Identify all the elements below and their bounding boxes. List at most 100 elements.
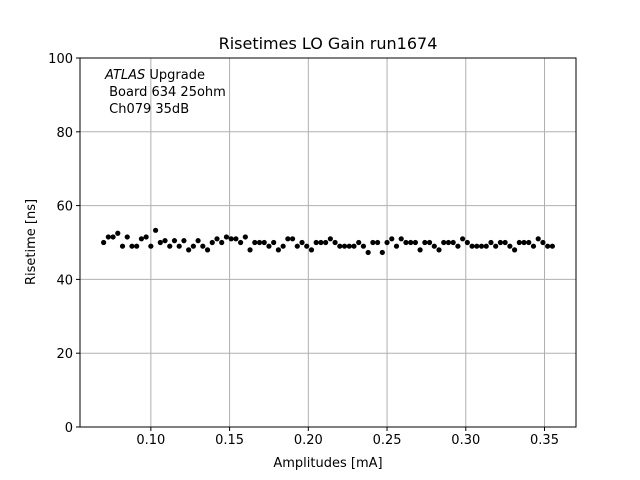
data-point [171, 238, 178, 244]
data-point [384, 239, 390, 246]
data-point [157, 239, 163, 246]
data-point [115, 230, 121, 236]
x-tick-label: 0.30 [451, 433, 480, 448]
data-point [181, 238, 187, 244]
data-point [327, 236, 333, 242]
data-point [436, 247, 442, 253]
data-point [119, 243, 126, 249]
data-point [530, 243, 537, 249]
data-point [455, 243, 461, 249]
x-tick-label: 0.20 [294, 433, 323, 448]
data-point [138, 236, 145, 242]
data-point [549, 243, 555, 249]
data-point [422, 239, 428, 246]
data-point [370, 239, 376, 246]
data-point [280, 243, 286, 249]
y-tick-label: 80 [56, 126, 73, 141]
axis-ticks: 0.10 0.15 0.20 0.25 0.30 0.35 0 20 40 60 80 100 [48, 52, 559, 448]
data-point [214, 236, 220, 242]
annotation-line-1: ATLAS Upgrade [104, 68, 205, 83]
chart-title: Risetimes LO Gain run1674 [219, 34, 438, 53]
data-point [535, 236, 541, 242]
data-point [195, 238, 201, 244]
data-point [478, 243, 485, 249]
data-point [228, 236, 234, 242]
data-point [516, 239, 522, 246]
data-point [356, 239, 362, 246]
data-point [346, 243, 352, 249]
y-tick-label: 60 [56, 200, 73, 215]
annotation-line-2: Board 634 25ohm [105, 85, 226, 100]
data-point [219, 239, 225, 246]
data-point [124, 234, 130, 240]
data-points [101, 227, 555, 256]
data-point [275, 247, 281, 253]
data-point [256, 239, 263, 246]
data-point [408, 239, 414, 246]
data-point [200, 243, 206, 249]
data-point [412, 239, 418, 246]
data-point [162, 238, 168, 244]
data-point [511, 247, 518, 253]
x-axis-label: Amplitudes [mA] [273, 456, 382, 471]
data-point [497, 239, 504, 246]
annotation-atlas: ATLAS [104, 68, 145, 83]
data-point [474, 243, 480, 249]
data-point [261, 239, 267, 246]
data-point [379, 249, 385, 256]
data-point [441, 239, 447, 246]
data-point [233, 236, 239, 242]
x-tick-label: 0.10 [136, 433, 165, 448]
annotation-line-3: Ch079 35dB [105, 102, 189, 117]
data-point [540, 239, 546, 246]
data-point [167, 243, 173, 249]
data-point [152, 227, 159, 233]
data-point [101, 239, 107, 246]
data-point [304, 243, 310, 249]
data-point [488, 239, 494, 246]
data-point [143, 234, 149, 240]
data-point [450, 239, 456, 246]
data-point [526, 239, 532, 246]
data-point [417, 247, 423, 253]
data-point [445, 239, 452, 246]
y-tick-label: 100 [48, 52, 73, 67]
data-point [252, 239, 258, 246]
data-point [209, 239, 215, 246]
data-point [129, 243, 135, 249]
data-point [360, 243, 367, 249]
data-point [110, 234, 116, 240]
data-point [176, 243, 182, 249]
data-point [299, 239, 305, 246]
x-tick-label: 0.35 [530, 433, 559, 448]
data-point [308, 247, 315, 253]
data-point [294, 243, 300, 249]
data-point [204, 247, 211, 253]
annotation-block: ATLAS Upgrade Board 634 25ohm Ch079 35dB [104, 68, 226, 117]
data-point [285, 236, 291, 242]
data-point [351, 243, 357, 249]
data-point [313, 239, 319, 246]
y-tick-label: 20 [56, 347, 73, 362]
x-tick-label: 0.25 [373, 433, 402, 448]
data-point [289, 236, 296, 242]
data-point [464, 239, 470, 246]
data-point [190, 243, 196, 249]
data-point [426, 239, 433, 246]
data-point [105, 234, 111, 240]
data-point [469, 243, 475, 249]
data-point [271, 239, 277, 246]
data-point [223, 234, 230, 240]
data-point [545, 243, 551, 249]
data-point [242, 234, 248, 240]
data-point [186, 247, 192, 253]
data-point [323, 239, 329, 246]
data-point [266, 243, 272, 249]
annotation-upgrade: Upgrade [145, 68, 205, 83]
data-point [389, 236, 395, 242]
data-point [393, 243, 400, 249]
data-point [507, 243, 513, 249]
y-tick-label: 40 [56, 273, 73, 288]
data-point [375, 239, 381, 246]
